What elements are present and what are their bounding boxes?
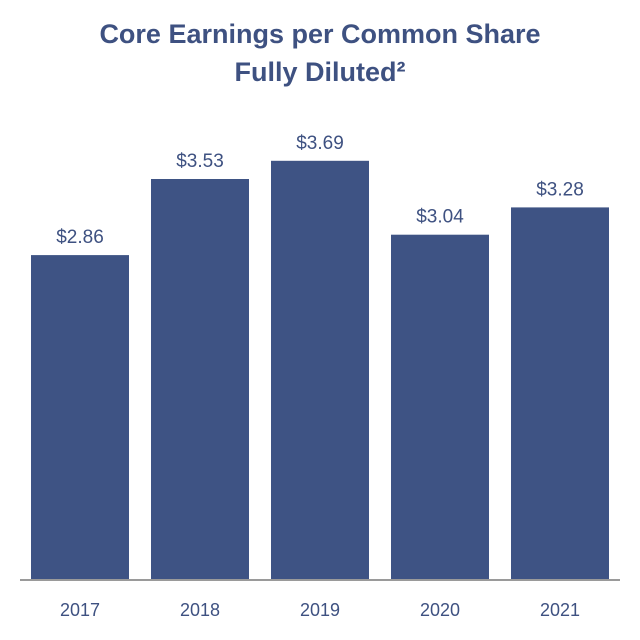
bar-2017 <box>31 255 129 580</box>
data-label-2021: $3.28 <box>536 179 584 200</box>
bar-2019 <box>271 160 369 581</box>
data-label-2018: $3.53 <box>176 151 224 172</box>
data-label-2017: $2.86 <box>56 227 104 248</box>
x-tick-label-2019: 2019 <box>300 600 340 620</box>
chart-subtitle: Fully Diluted² <box>234 57 406 87</box>
bar-2020 <box>391 234 489 580</box>
x-tick-label-2018: 2018 <box>180 600 220 620</box>
data-label-2020: $3.04 <box>416 207 464 228</box>
bar-2018 <box>151 179 249 580</box>
labels-layer: $2.86 2017 $3.53 2018 $3.69 2019 $3.04 2020 $3.2… <box>56 133 584 620</box>
bars-layer <box>31 160 609 581</box>
data-label-2019: $3.69 <box>296 133 344 154</box>
x-tick-label-2020: 2020 <box>420 600 460 620</box>
bar-2021 <box>511 207 609 580</box>
x-tick-label-2021: 2021 <box>540 600 580 620</box>
chart-title: Core Earnings per Common Share <box>99 19 541 49</box>
x-tick-label-2017: 2017 <box>60 600 100 620</box>
